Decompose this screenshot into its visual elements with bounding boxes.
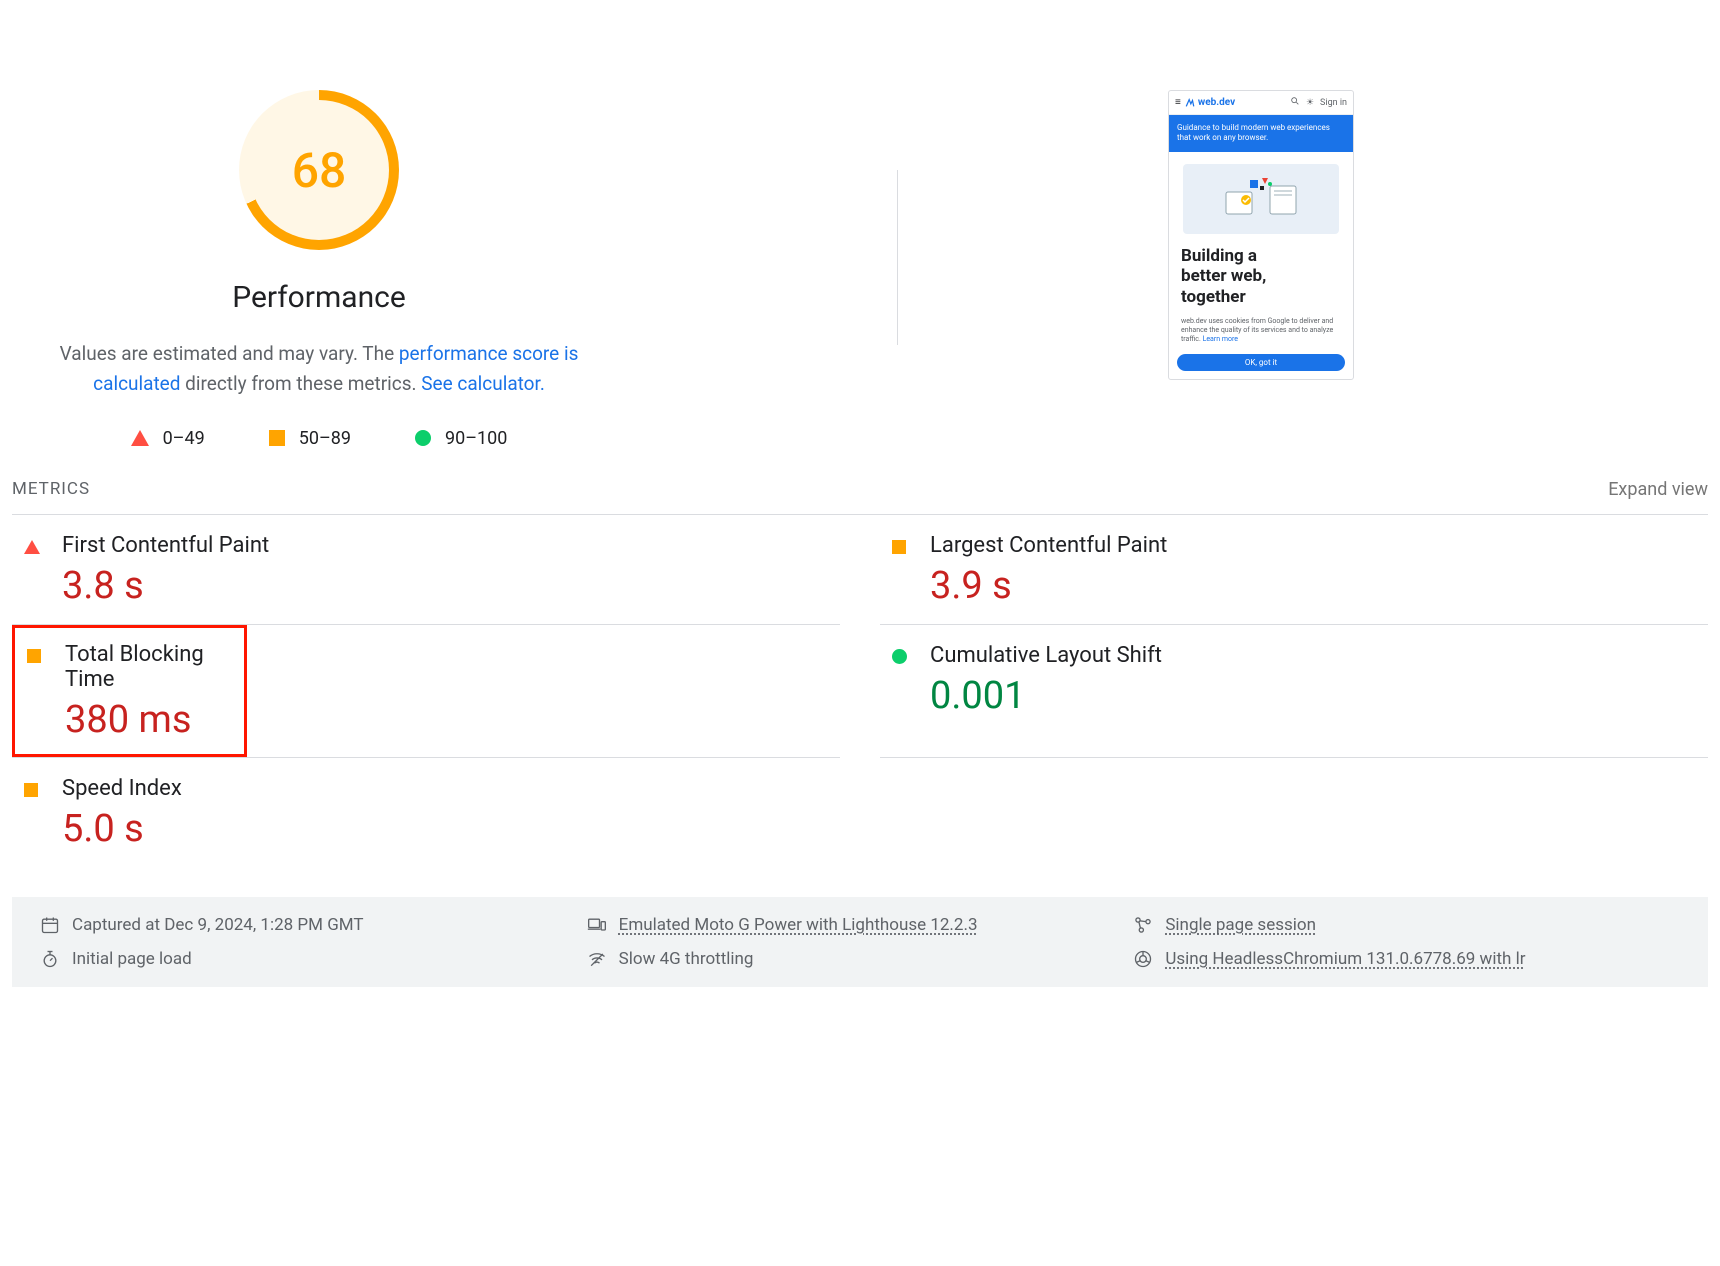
footer-load: Initial page load [40,949,587,969]
hamburger-icon: ≡ [1175,97,1181,108]
signin-label: Sign in [1320,98,1347,108]
footer-device[interactable]: Emulated Moto G Power with Lighthouse 12… [587,915,1134,935]
score-value: 68 [292,142,347,199]
devices-icon [587,915,607,935]
hero-line: together [1181,287,1246,307]
page-screenshot-thumbnail[interactable]: ≡ web.dev ☀ Sign in Guidance to build mo… [1168,90,1354,380]
metric-tbt[interactable]: Total Blocking Time 380 ms [12,625,840,758]
footer-label: Using HeadlessChromium 131.0.6778.69 wit… [1165,949,1525,969]
footer-browser[interactable]: Using HeadlessChromium 131.0.6778.69 wit… [1133,949,1680,969]
metric-name: Largest Contentful Paint [930,533,1167,558]
cookie-accept-button: OK, got it [1177,354,1345,371]
brightness-icon: ☀ [1306,98,1314,108]
shot-hero-text: Building a better web, together [1169,240,1353,317]
metric-value: 3.9 s [930,564,1167,608]
report-footer: Captured at Dec 9, 2024, 1:28 PM GMT Emu… [12,897,1708,987]
shot-banner: Guidance to build modern web experiences… [1169,115,1353,152]
circle-icon [415,430,431,446]
calendar-icon [40,915,60,935]
legend-good: 90–100 [415,428,507,449]
triangle-icon [24,539,40,558]
chrome-icon [1133,949,1153,969]
shot-header: ≡ web.dev ☀ Sign in [1169,91,1353,115]
footer-label: Captured at Dec 9, 2024, 1:28 PM GMT [72,915,364,935]
legend-label: 50–89 [299,428,351,449]
square-icon [892,539,908,558]
search-icon [1290,96,1300,109]
footer-session[interactable]: Single page session [1133,915,1680,935]
metric-value: 380 ms [65,698,232,742]
hero-line: better web, [1181,266,1266,286]
legend-poor: 0–49 [131,428,205,449]
footer-throttling: Slow 4G throttling [587,949,1134,969]
desc-text: Values are estimated and may vary. The [60,342,399,365]
timer-icon [40,949,60,969]
metric-name: First Contentful Paint [62,533,269,558]
site-name: web.dev [1198,97,1235,108]
shot-cookie-notice: web.dev uses cookies from Google to deli… [1169,317,1353,350]
score-legend: 0–49 50–89 90–100 [131,428,508,449]
network-icon [587,949,607,969]
metric-name: Speed Index [62,776,182,801]
see-calculator-link[interactable]: See calculator. [421,372,545,395]
score-gauge: 68 [239,90,399,250]
metrics-grid: First Contentful Paint 3.8 s Largest Conte… [12,515,1708,867]
footer-captured: Captured at Dec 9, 2024, 1:28 PM GMT [40,915,587,935]
graph-icon [1133,915,1153,935]
legend-average: 50–89 [269,428,351,449]
metric-value: 3.8 s [62,564,269,608]
footer-label: Single page session [1165,915,1316,935]
footer-label: Initial page load [72,949,192,969]
circle-icon [892,649,908,668]
square-icon [27,648,43,667]
legend-label: 90–100 [445,428,507,449]
metric-value: 0.001 [930,674,1162,718]
square-icon [24,782,40,801]
metric-name: Cumulative Layout Shift [930,643,1162,668]
metric-lcp[interactable]: Largest Contentful Paint 3.9 s [880,515,1708,625]
gauge-description: Values are estimated and may vary. The p… [39,339,599,400]
triangle-icon [131,430,149,446]
desc-text: directly from these metrics. [180,372,421,395]
legend-label: 0–49 [163,428,205,449]
metric-cls[interactable]: Cumulative Layout Shift 0.001 [880,625,1708,758]
footer-label: Slow 4G throttling [619,949,754,969]
shot-illustration [1183,164,1339,234]
site-logo: web.dev [1185,97,1235,108]
gauge-title: Performance [232,280,406,315]
square-icon [269,430,285,446]
vertical-separator [897,170,898,345]
performance-gauge-section: 68 Performance Values are estimated and … [12,90,626,449]
hero-line: Building a [1181,246,1257,266]
metrics-heading: METRICS [12,479,90,499]
metric-fcp[interactable]: First Contentful Paint 3.8 s [12,515,840,625]
expand-view-toggle[interactable]: Expand view [1608,479,1708,500]
metric-value: 5.0 s [62,807,182,851]
footer-label: Emulated Moto G Power with Lighthouse 12… [619,915,978,935]
metric-name: Total Blocking Time [65,642,232,692]
learn-more-link: Learn more [1203,335,1238,343]
metric-si[interactable]: Speed Index 5.0 s [12,758,840,867]
